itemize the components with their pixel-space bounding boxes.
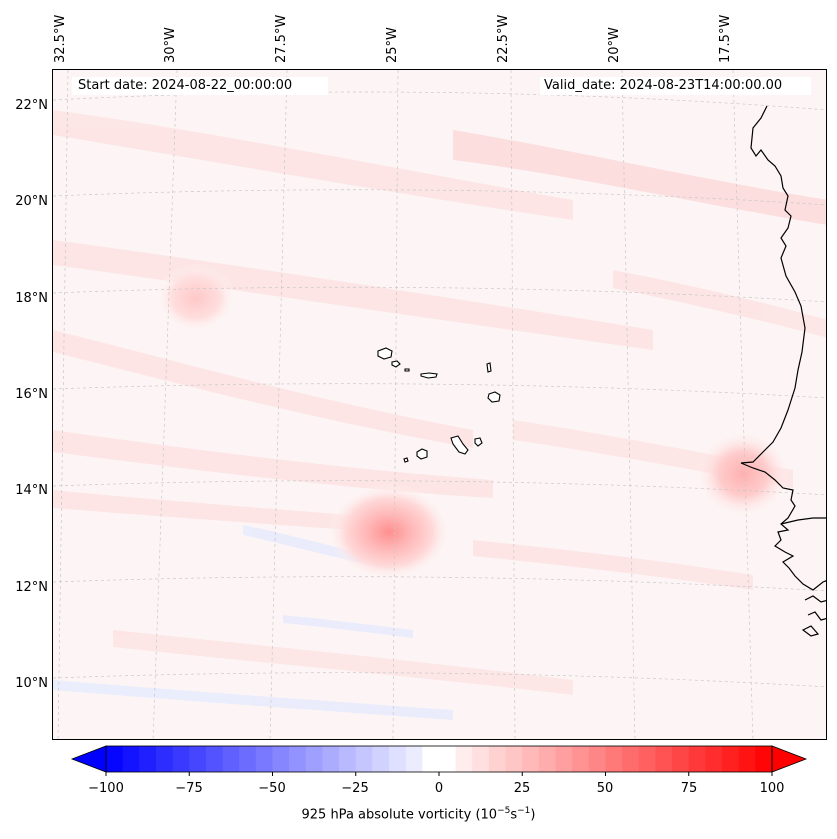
lat-label-22n: 22°N bbox=[15, 98, 48, 113]
colorbar-variable: 925 hPa absolute vorticity bbox=[301, 807, 472, 823]
island-boa-vista bbox=[487, 391, 501, 403]
valid-date-label: Valid_date: 2024-08-23T14:00:00.00 bbox=[540, 77, 811, 95]
colorbar-extend-min bbox=[70, 745, 107, 773]
cape-verde-islands bbox=[377, 347, 501, 463]
colorbar-segment bbox=[122, 746, 140, 772]
island-brava bbox=[403, 457, 409, 463]
colorbar-segment bbox=[106, 746, 124, 772]
colorbar-segment bbox=[139, 746, 157, 772]
cb-tick-label: −50 bbox=[258, 781, 286, 796]
colorbar-segment bbox=[572, 746, 590, 772]
lat-label-12n: 12°N bbox=[15, 580, 48, 595]
cb-tick-label: 75 bbox=[680, 781, 698, 796]
colorbar-segment bbox=[638, 746, 656, 772]
colorbar-segment bbox=[522, 746, 540, 772]
colorbar-segment bbox=[505, 746, 523, 772]
colorbar-segment bbox=[738, 746, 756, 772]
start-date-label: Start date: 2024-08-22_00:00:00 bbox=[72, 77, 328, 95]
units-base: 10 bbox=[480, 807, 498, 823]
units-mid: s bbox=[510, 807, 518, 823]
colorbar-segment bbox=[538, 746, 557, 772]
northwest-vortex-core bbox=[156, 264, 236, 332]
colorbar-segment bbox=[672, 746, 690, 772]
lat-label-16n: 16°N bbox=[15, 387, 48, 402]
island-sal bbox=[486, 362, 492, 373]
colorbar-segment bbox=[355, 746, 373, 772]
colorbar-segment bbox=[222, 746, 240, 772]
colorbar bbox=[70, 745, 808, 776]
colorbar-segment bbox=[239, 746, 257, 772]
colorbar-segment bbox=[189, 746, 207, 772]
colorbar-segment bbox=[305, 746, 323, 772]
lon-label-25w: 25°W bbox=[385, 27, 400, 63]
colorbar-segment bbox=[755, 746, 773, 772]
colorbar-segment bbox=[422, 746, 440, 772]
colorbar-segment bbox=[339, 746, 357, 772]
cb-tick-label: 50 bbox=[596, 781, 614, 796]
colorbar-segment bbox=[688, 746, 706, 772]
colorbar-segment bbox=[655, 746, 673, 772]
colorbar-segment bbox=[172, 746, 190, 772]
colorbar-segment bbox=[405, 746, 423, 772]
coastal-vortex-core bbox=[695, 430, 791, 518]
lon-label-30w: 30°W bbox=[163, 27, 178, 63]
lon-label-17-5w: 17.5°W bbox=[718, 14, 733, 63]
african-coastline bbox=[740, 105, 826, 637]
cb-tick-label: −25 bbox=[341, 781, 369, 796]
lon-label-20w: 20°W bbox=[607, 27, 622, 63]
vorticity-streaks bbox=[53, 110, 826, 695]
units-exp2: −1 bbox=[517, 806, 531, 816]
lat-label-20n: 20°N bbox=[15, 194, 48, 209]
colorbar-segment bbox=[488, 746, 507, 772]
lat-label-18n: 18°N bbox=[15, 291, 48, 306]
cb-tick-label: 0 bbox=[434, 781, 444, 796]
colorbar-segment bbox=[705, 746, 723, 772]
colorbar-segment bbox=[205, 746, 224, 772]
colorbar-segment bbox=[622, 746, 640, 772]
colorbar-segment bbox=[472, 746, 490, 772]
cb-tick-label: 25 bbox=[513, 781, 531, 796]
map-frame[interactable] bbox=[52, 69, 827, 740]
colorbar-segment bbox=[155, 746, 174, 772]
colorbar-segment bbox=[289, 746, 307, 772]
island-sao-nicolau bbox=[420, 372, 438, 379]
colorbar-segment bbox=[439, 746, 457, 772]
island-santiago bbox=[450, 435, 469, 455]
colorbar-segment bbox=[722, 746, 740, 772]
lon-label-22-5w: 22.5°W bbox=[496, 14, 511, 63]
cb-tick-label: −75 bbox=[175, 781, 203, 796]
island-santo-antao bbox=[377, 347, 393, 360]
graticule bbox=[53, 70, 826, 739]
start-date-text: Start date: 2024-08-22_00:00:00 bbox=[78, 78, 293, 93]
colorbar-label: 925 hPa absolute vorticity (10−5s−1) bbox=[301, 806, 536, 823]
main-vortex-core bbox=[327, 484, 451, 580]
colorbar-extend-max bbox=[771, 745, 808, 773]
colorbar-segment bbox=[272, 746, 290, 772]
cb-tick-label: −100 bbox=[88, 781, 124, 796]
colorbar-segment bbox=[322, 746, 340, 772]
island-sao-vicente bbox=[391, 360, 401, 368]
colorbar-segment bbox=[555, 746, 573, 772]
island-fogo bbox=[416, 448, 428, 460]
colorbar-segment bbox=[605, 746, 623, 772]
lat-label-10n: 10°N bbox=[15, 676, 48, 691]
lon-label-32-5w: 32.5°W bbox=[53, 14, 68, 63]
units-exp1: −5 bbox=[497, 806, 511, 816]
colorbar-segment bbox=[455, 746, 473, 772]
colorbar-segment bbox=[588, 746, 606, 772]
vorticity-map bbox=[53, 70, 826, 739]
colorbar-segments bbox=[70, 745, 808, 773]
island-santa-luzia bbox=[404, 368, 410, 372]
colorbar-segment bbox=[389, 746, 407, 772]
colorbar-tick-marks bbox=[105, 772, 773, 776]
cb-tick-label: 100 bbox=[759, 781, 785, 796]
colorbar-segment bbox=[372, 746, 390, 772]
lat-label-14n: 14°N bbox=[15, 483, 48, 498]
colorbar-segment bbox=[255, 746, 273, 772]
valid-date-text: Valid_date: 2024-08-23T14:00:00.00 bbox=[544, 78, 783, 93]
island-maio bbox=[474, 437, 483, 447]
lon-label-27-5w: 27.5°W bbox=[274, 14, 289, 63]
